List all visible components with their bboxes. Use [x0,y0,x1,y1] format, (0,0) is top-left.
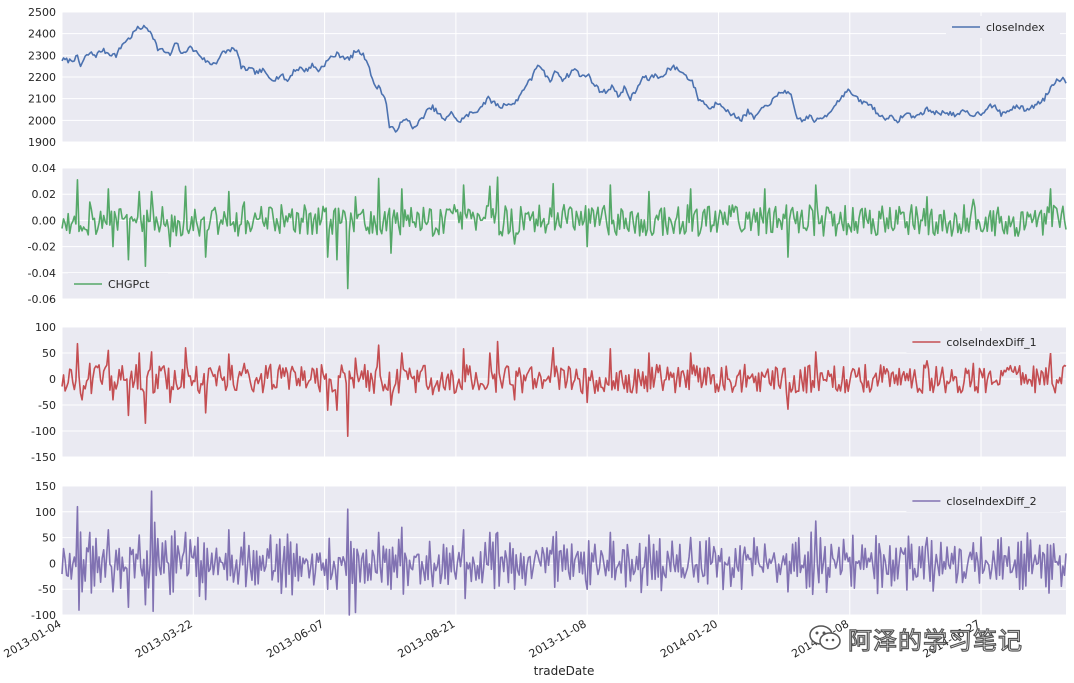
plot-background [62,168,1066,299]
series-line-closeIndex [61,24,1067,133]
y-tick-label: 0.02 [32,188,57,201]
y-tick-label: 2100 [28,93,56,106]
y-tick-label: 0 [49,373,56,386]
y-tick-label: 1900 [28,136,56,149]
series-line-colseIndexDiff_1 [61,340,1067,437]
series-line-closeIndexDiff_2 [61,490,1067,616]
subplot-diff2: -100 -50 0 50 100 150 closeIndexDiff_2 [31,480,1067,622]
legend-box [946,16,1060,38]
y-tick-label: -100 [31,425,56,438]
legend-label: closeIndexDiff_2 [946,495,1036,508]
y-tick-label: -150 [31,451,56,464]
y-tick-label: 0.00 [32,214,57,227]
legend-label: closeIndex [986,21,1045,34]
y-tick-label: 2400 [28,28,56,41]
legend-label: colseIndexDiff_1 [946,336,1036,349]
y-tick-label: 2500 [28,6,56,19]
plot-background [62,327,1066,457]
subplot-closeindex: 1900 2000 2100 2200 2300 2400 2500 closeIndex [28,6,1067,149]
watermark: 阿泽的学习笔记 [808,618,1048,658]
y-tick-label: -0.02 [28,241,56,254]
x-axis-label: tradeDate [534,664,595,678]
y-tick-label: 2300 [28,49,56,62]
watermark-text: 阿泽的学习笔记 [847,626,1023,655]
x-tick-label: 2013-08-21 [396,617,458,660]
legend-box [906,331,1060,353]
legend: closeIndex [946,16,1060,38]
y-tick-label: 0 [49,557,56,570]
y-tick-label: 50 [42,347,56,360]
y-tick-label: -0.06 [28,293,56,306]
subplot-diff1: -150 -100 -50 0 50 100 colseIndexDiff_1 [31,321,1067,464]
x-tick-label: 2013-11-08 [527,617,589,660]
y-tick-label: 100 [35,321,56,334]
subplot-chgpct: -0.06 -0.04 -0.02 0.00 0.02 0.04 CHGPct [28,162,1067,306]
y-tick-label: -100 [31,609,56,622]
y-tick-label: -50 [38,399,56,412]
legend: CHGPct [68,273,168,295]
legend-box [68,273,168,295]
y-tick-label: 2000 [28,114,56,127]
wechat-icon [809,625,841,650]
legend-label: CHGPct [108,278,150,291]
legend: colseIndexDiff_1 [906,331,1060,353]
legend: closeIndexDiff_2 [906,490,1060,512]
x-tick-label: 2013-06-07 [264,617,326,660]
y-tick-label: -50 [38,583,56,596]
y-tick-label: 150 [35,480,56,493]
y-tick-label: 0.04 [32,162,57,175]
y-tick-label: 100 [35,506,56,519]
x-tick-label: 2014-01-20 [658,617,720,660]
y-tick-label: 50 [42,532,56,545]
series-line-CHGPct [61,176,1067,290]
x-tick-label: 2013-01-04 [2,617,64,660]
x-tick-label: 2013-03-22 [133,617,195,660]
legend-box [906,490,1060,512]
y-tick-label: -0.04 [28,267,56,280]
y-tick-label: 2200 [28,71,56,84]
